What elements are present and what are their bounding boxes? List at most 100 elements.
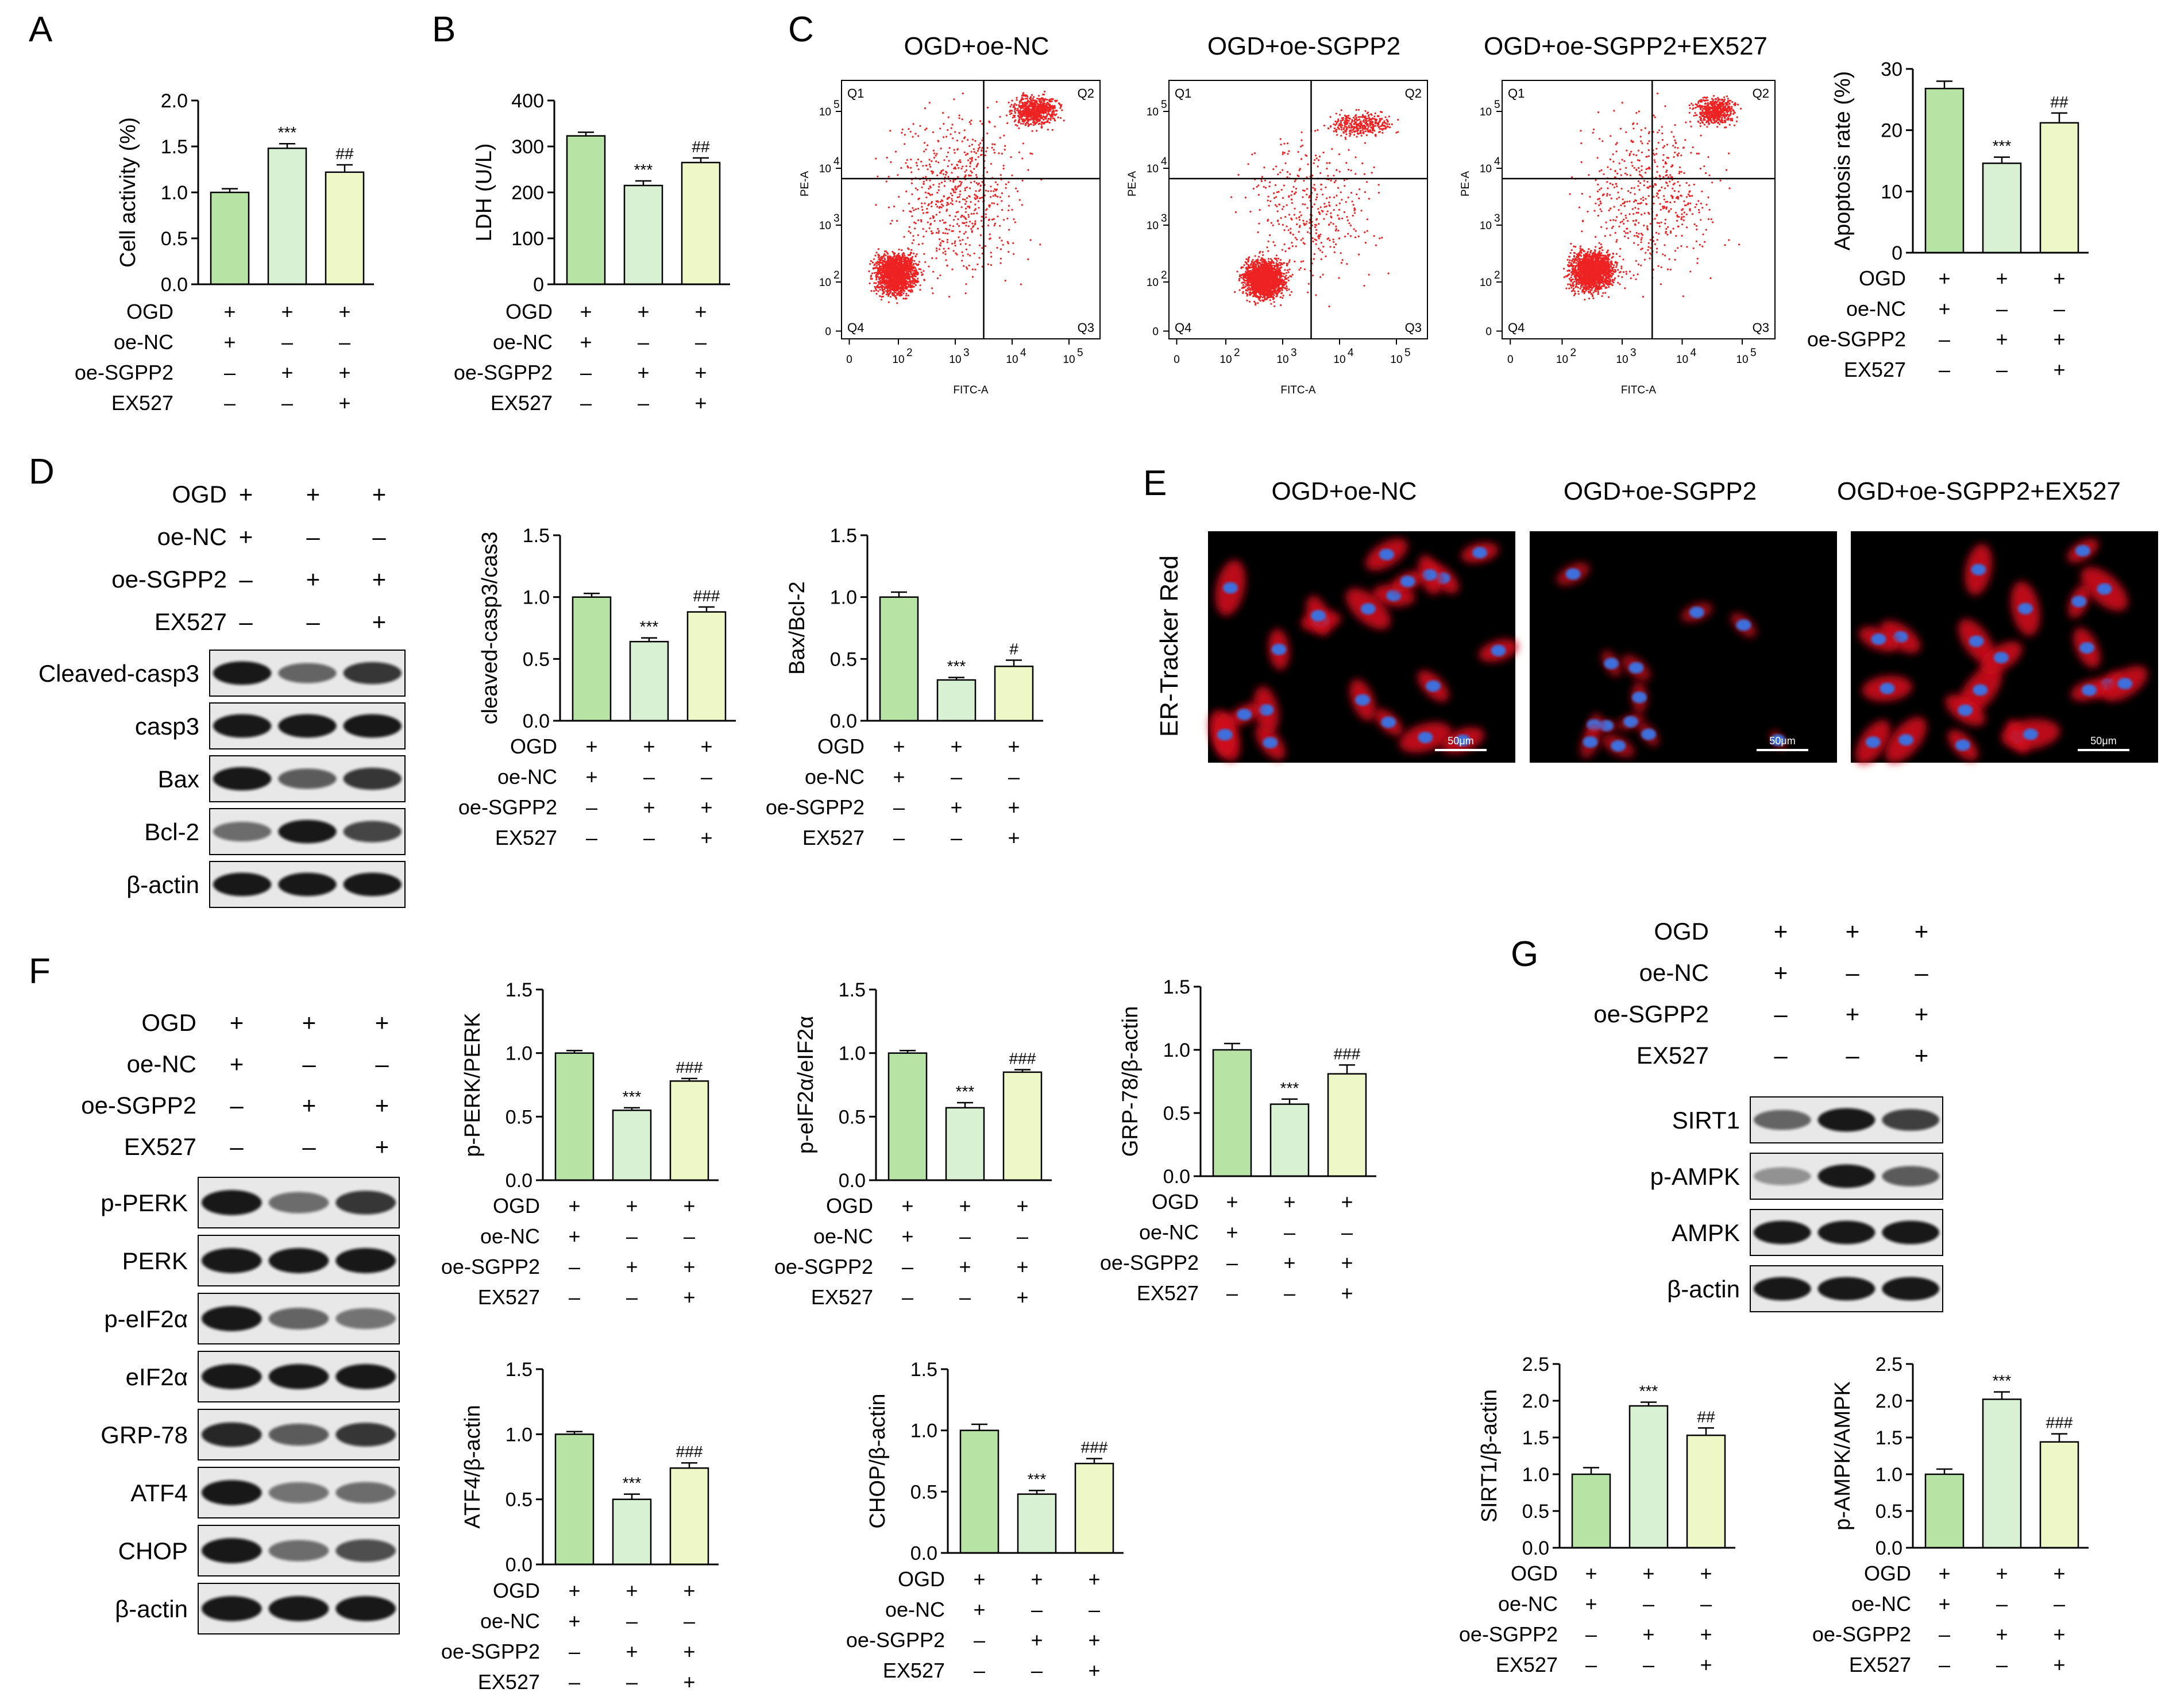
flow-event — [900, 269, 902, 272]
flow-event — [978, 244, 981, 246]
flow-event — [914, 284, 917, 287]
flow-event — [1252, 291, 1255, 293]
flow-event — [1040, 101, 1043, 103]
flow-event — [1253, 261, 1256, 263]
flow-event — [1271, 271, 1273, 273]
flow-event — [897, 292, 900, 295]
flow-event — [1049, 109, 1052, 111]
flow-event — [1265, 279, 1268, 282]
flow-event — [990, 264, 992, 266]
flow-event — [1283, 280, 1285, 282]
flow-event — [918, 268, 920, 271]
flow-event — [959, 239, 961, 242]
flow-event — [1013, 114, 1016, 117]
flow-event — [1026, 109, 1029, 111]
flow-event — [877, 269, 879, 272]
flow-event — [910, 182, 913, 184]
flow-event — [935, 231, 937, 234]
flow-event — [975, 190, 977, 192]
flow-event — [1244, 280, 1246, 282]
flow-event — [959, 230, 961, 233]
flow-event — [953, 149, 955, 151]
flow-event — [885, 285, 887, 288]
flow-event — [892, 287, 894, 290]
flow-event — [1052, 110, 1055, 112]
flow-event — [901, 264, 903, 266]
flow-event — [1285, 275, 1287, 277]
flow-event — [989, 233, 991, 235]
flow-event — [910, 249, 913, 251]
flow-event — [914, 208, 917, 210]
flow-event — [901, 128, 904, 130]
flow-event — [914, 227, 916, 230]
flow-event — [1002, 244, 1004, 246]
flow-event — [939, 200, 941, 203]
flow-event — [964, 292, 967, 295]
flow-event — [890, 268, 892, 270]
flow-event — [941, 240, 943, 242]
flow-event — [915, 162, 918, 164]
flow-event — [1060, 104, 1063, 106]
flow-event — [881, 265, 883, 268]
flow-event — [877, 175, 879, 177]
flow-event — [1040, 107, 1043, 109]
flow-event — [940, 181, 943, 184]
flow-event — [942, 252, 944, 254]
flow-event — [947, 248, 950, 250]
flow-event — [967, 253, 969, 256]
flow-event — [957, 176, 959, 178]
flow-event — [973, 180, 975, 183]
flow-event — [945, 171, 947, 173]
flow-event — [1252, 258, 1254, 261]
flow-event — [882, 256, 884, 258]
flow-event — [1019, 109, 1021, 111]
flow-event — [887, 295, 890, 297]
flow-event — [1027, 258, 1029, 260]
flow-event — [923, 183, 925, 185]
flow-event — [981, 147, 983, 149]
flow-event — [900, 273, 902, 275]
flow-event — [894, 287, 896, 289]
flow-event — [889, 296, 892, 298]
flow-event — [1042, 102, 1044, 104]
flow-event — [939, 244, 941, 246]
flow-event — [1021, 157, 1024, 160]
flow-event — [1018, 119, 1020, 122]
flow-event — [1247, 283, 1250, 285]
flow-event — [901, 291, 903, 293]
flow-event — [884, 276, 886, 279]
flow-event — [929, 223, 932, 225]
flow-event — [994, 125, 996, 127]
flow-event — [952, 219, 955, 221]
flow-event — [1245, 258, 1248, 260]
flow-event — [968, 121, 971, 123]
flow-event — [1031, 130, 1033, 132]
flow-event — [1055, 113, 1058, 115]
panel-label-c: C — [788, 10, 814, 49]
flow-event — [1242, 275, 1245, 277]
flow-event — [1026, 101, 1029, 103]
flow-event — [1270, 277, 1272, 279]
flow-event — [943, 248, 945, 250]
flow-event — [922, 165, 924, 167]
flow-event — [912, 264, 914, 266]
flow-event — [936, 153, 938, 155]
flow-event — [1013, 218, 1015, 221]
flow-event — [1013, 104, 1015, 106]
flow-event — [932, 131, 935, 133]
flow-event — [881, 281, 883, 283]
flow-event — [933, 152, 936, 154]
flow-event — [970, 212, 972, 215]
flow-event — [923, 150, 925, 153]
flow-event — [1287, 279, 1290, 281]
flow-event — [1018, 199, 1021, 201]
flow-event — [970, 170, 972, 172]
flow-event — [1288, 261, 1290, 263]
flow-event — [1039, 104, 1041, 106]
flow-event — [1251, 273, 1253, 276]
flow-event — [924, 107, 926, 110]
flow-event — [909, 167, 912, 169]
flow-event — [1255, 293, 1257, 295]
flow-event — [875, 262, 878, 264]
flow-event — [1241, 273, 1244, 276]
